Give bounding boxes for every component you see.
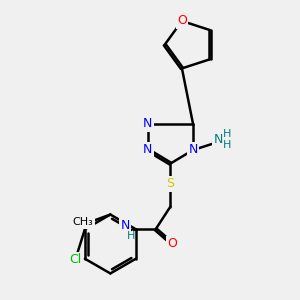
Text: O: O: [168, 238, 178, 250]
Text: H: H: [127, 231, 135, 241]
Text: N: N: [143, 118, 152, 130]
Text: N: N: [188, 143, 198, 157]
Text: Cl: Cl: [69, 254, 81, 266]
Text: H: H: [223, 140, 231, 151]
Text: CH₃: CH₃: [73, 218, 94, 227]
Text: N: N: [143, 143, 152, 157]
Text: O: O: [177, 14, 187, 28]
Text: N: N: [120, 219, 130, 232]
Text: H: H: [223, 129, 231, 139]
Text: N: N: [213, 133, 223, 146]
Text: S: S: [167, 178, 174, 190]
